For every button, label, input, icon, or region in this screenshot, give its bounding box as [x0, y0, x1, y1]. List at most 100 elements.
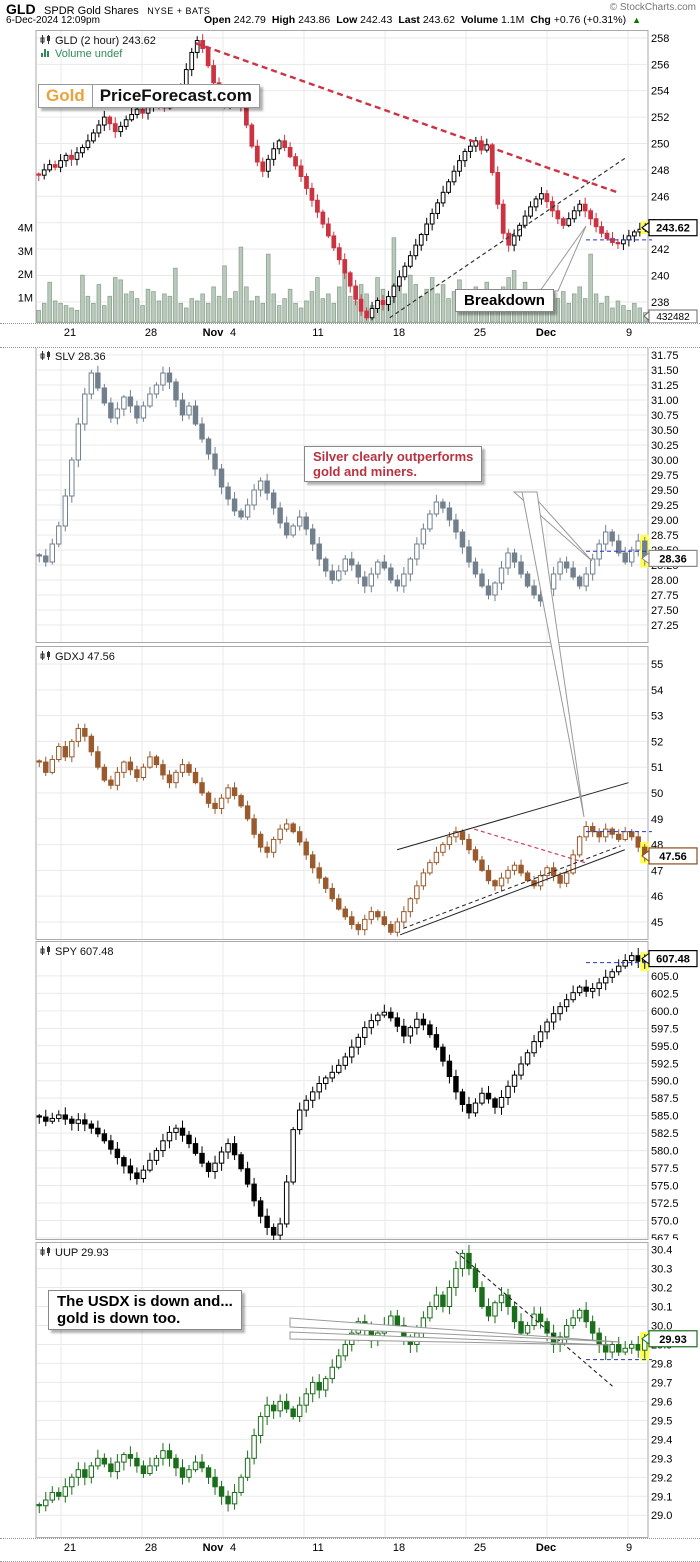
quote-value-open: 242.79 [230, 14, 266, 26]
symbol-title: GLD SPDR Gold Shares NYSE + BATS [6, 1, 210, 19]
usdx-note-text: The USDX is down and... [57, 1293, 233, 1310]
y-axis-label: 602.5 [651, 988, 679, 1000]
y-axis-label: 582.5 [651, 1128, 679, 1140]
volume-axis-label: 3M [18, 246, 33, 258]
x-axis-label: Dec [535, 1542, 557, 1554]
y-axis-label: 50 [651, 788, 663, 800]
symbol: GLD [6, 1, 36, 17]
symbol-exchange: NYSE + BATS [147, 6, 211, 16]
x-axis-label: 28 [144, 327, 158, 339]
gld-legend: GLD (2 hour) 243.62 [40, 34, 156, 47]
y-axis-label: 30.0 [651, 1320, 672, 1332]
y-axis-label: 30.3 [651, 1264, 672, 1276]
y-axis-label: 30.25 [651, 440, 679, 452]
y-axis-label: 29.4 [651, 1434, 672, 1446]
x-axis-label: 11 [312, 327, 324, 339]
change-up-arrow-icon: ▲ [632, 15, 642, 25]
y-axis-label: 55 [651, 659, 663, 671]
x-axis-label: 4 [229, 1542, 237, 1554]
quote-label-low: Low [336, 14, 358, 26]
y-axis-label: 45 [651, 917, 663, 929]
usdx-note-text: gold is down too. [57, 1310, 181, 1327]
x-axis-label: 28 [144, 1542, 158, 1554]
y-axis-label: 31.00 [651, 395, 679, 407]
gdxj-legend: GDXJ 47.56 [40, 650, 115, 663]
gld-trendline [389, 156, 628, 319]
y-axis-label: 31.25 [651, 380, 679, 392]
watermark-priceforecast: PriceForecast.com [91, 84, 260, 108]
gld-last-price-label: 243.62 [656, 223, 690, 235]
y-axis-label: 577.5 [651, 1163, 679, 1175]
chart-header: GLD SPDR Gold Shares NYSE + BATS © Stock… [0, 0, 700, 30]
spy-legend: SPY 607.48 [40, 945, 114, 958]
gld-volume-legend: Volume undef [40, 47, 122, 60]
y-axis-label: 240 [651, 270, 669, 282]
y-axis-label: 27.50 [651, 605, 679, 617]
volume-axis-label: 2M [18, 269, 33, 281]
quote-label-high: High [271, 14, 296, 26]
quote-label-last: Last [398, 14, 420, 26]
y-axis-label: 30.1 [651, 1302, 672, 1314]
y-axis-label: 49 [651, 814, 663, 826]
slv-legend: SLV 28.36 [40, 350, 106, 363]
x-axis-label: Nov [202, 327, 224, 339]
spy-last-price-label: 607.48 [656, 954, 690, 966]
chart-datetime: 6-Dec-2024 12:09pm [6, 15, 100, 26]
gdxj-last-price-label: 47.56 [659, 851, 687, 863]
y-axis-label: 246 [651, 191, 669, 203]
quote-value-high: 243.86 [295, 14, 331, 26]
x-axis-label: 25 [473, 1542, 487, 1554]
volume-axis-label: 4M [18, 222, 33, 234]
slv-last-price-label: 28.36 [659, 553, 687, 565]
y-axis-label: 29.6 [651, 1396, 672, 1408]
quote-value-volume: 1.1M [498, 14, 525, 26]
y-axis-label: 29.75 [651, 470, 679, 482]
y-axis-label: 256 [651, 59, 669, 71]
silver-note-note: Silver clearly outperforms gold and miner… [304, 446, 483, 482]
y-axis-label: 29.8 [651, 1358, 672, 1370]
y-axis-label: 29.5 [651, 1415, 672, 1427]
silver-note-text: gold and miners. [313, 464, 418, 479]
y-axis-label: 53 [651, 711, 663, 723]
y-axis-label: 47 [651, 865, 663, 877]
y-axis-label: 29.25 [651, 500, 679, 512]
y-axis-label: 30.50 [651, 425, 679, 437]
quote-label-chg: Chg [530, 14, 551, 26]
y-axis-label: 29.0 [651, 1510, 672, 1522]
y-axis-label: 28.75 [651, 530, 679, 542]
y-axis-label: 254 [651, 86, 669, 98]
silver-note-text: Silver clearly outperforms [313, 449, 474, 464]
y-axis-label: 597.5 [651, 1023, 679, 1035]
quote-value-low: 242.43 [357, 14, 393, 26]
watermark: Gold PriceForecast.com [38, 84, 260, 108]
breakdown-text: Breakdown [464, 292, 545, 309]
x-axis-label: 21 [63, 1542, 77, 1554]
y-axis-label: 585.0 [651, 1111, 679, 1123]
y-axis-label: 238 [651, 297, 669, 309]
gld-volume-readout: 432482 [656, 312, 690, 323]
y-axis-label: 248 [651, 165, 669, 177]
slv-panel: 27.2527.5027.7528.0028.2528.5028.7529.00… [0, 346, 700, 643]
x-axis-label: 21 [63, 327, 77, 339]
y-axis-label: 29.50 [651, 485, 679, 497]
x-axis-label: Nov [202, 1542, 224, 1554]
y-axis-label: 46 [651, 891, 663, 903]
y-axis-label: 28.00 [651, 575, 679, 587]
x-axis-label: 25 [473, 327, 487, 339]
symbol-name: SPDR Gold Shares [44, 5, 139, 17]
y-axis-label: 592.5 [651, 1058, 679, 1070]
bottom-date-axis: 21 28 Nov 4 11 18 25 Dec 9 [0, 1538, 700, 1562]
x-axis-label: 18 [392, 1542, 406, 1554]
x-axis-label: 9 [625, 327, 633, 339]
y-axis-label: 587.5 [651, 1093, 679, 1105]
gld-date-axis: 21 28 Nov 4 11 18 25 Dec 9 [0, 323, 700, 348]
copyright: © StockCharts.com [609, 2, 696, 13]
y-axis-label: 605.0 [651, 971, 679, 983]
x-axis-label: 4 [229, 327, 237, 339]
y-axis-label: 252 [651, 112, 669, 124]
y-axis-label: 30.00 [651, 455, 679, 467]
y-axis-label: 600.0 [651, 1006, 679, 1018]
y-axis-label: 580.0 [651, 1146, 679, 1158]
